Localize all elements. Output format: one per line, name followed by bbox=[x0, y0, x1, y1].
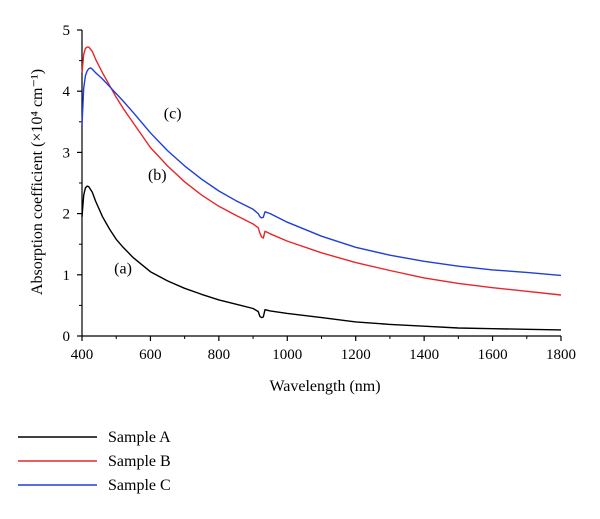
legend: Sample A Sample B Sample C bbox=[18, 429, 171, 494]
y-tick-label: 2 bbox=[63, 207, 71, 223]
x-tick-label: 600 bbox=[139, 347, 162, 363]
legend-label: Sample A bbox=[108, 429, 171, 446]
annotation-label: (b) bbox=[148, 167, 167, 184]
y-tick-label: 5 bbox=[63, 23, 71, 39]
x-tick-label: 1800 bbox=[546, 347, 576, 363]
x-tick-label: 800 bbox=[208, 347, 231, 363]
y-tick-label: 3 bbox=[63, 145, 71, 161]
series-layer bbox=[81, 46, 562, 331]
y-tick-label: 1 bbox=[63, 268, 71, 284]
x-tick-label: 1400 bbox=[409, 347, 439, 363]
series-line-sample-b bbox=[81, 46, 562, 296]
annotation-label: (c) bbox=[164, 106, 182, 123]
series-line-sample-a bbox=[81, 185, 562, 331]
x-tick-label: 1000 bbox=[272, 347, 302, 363]
annotation-label: (a) bbox=[114, 261, 132, 278]
y-axis-title: Absorption coefficient (×10⁴ cm⁻¹) bbox=[29, 69, 46, 295]
annotation-layer: (a) (b) (c) bbox=[114, 106, 181, 278]
y-tick-label: 4 bbox=[63, 84, 71, 100]
series-line-sample-c bbox=[81, 67, 562, 277]
legend-label: Sample C bbox=[108, 477, 171, 494]
x-axis-title: Wavelength (nm) bbox=[269, 378, 380, 395]
x-tick-label: 1200 bbox=[341, 347, 371, 363]
legend-label: Sample B bbox=[108, 453, 171, 470]
x-tick-label: 400 bbox=[71, 347, 94, 363]
y-tick-label: 0 bbox=[63, 329, 71, 345]
y-axis-ticks: 0 1 2 3 4 5 bbox=[63, 23, 82, 345]
x-tick-label: 1600 bbox=[478, 347, 508, 363]
x-axis-ticks: 400 600 800 1000 1200 1400 1600 1800 bbox=[71, 336, 576, 363]
